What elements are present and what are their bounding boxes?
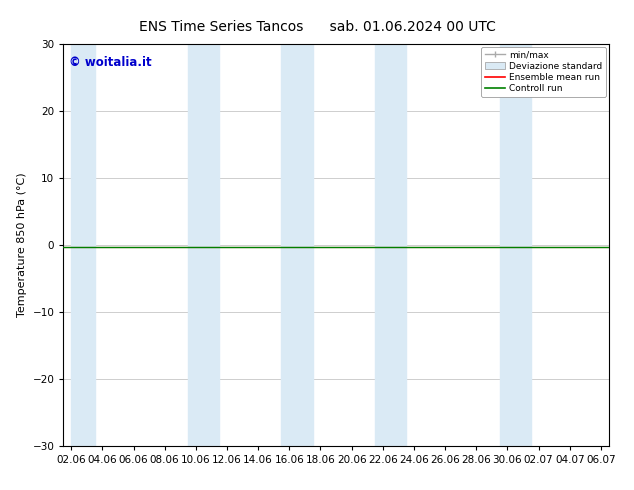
Y-axis label: Temperature 850 hPa (°C): Temperature 850 hPa (°C) (17, 172, 27, 318)
Bar (188, 44, 219, 446)
Legend: min/max, Deviazione standard, Ensemble mean run, Controll run: min/max, Deviazione standard, Ensemble m… (481, 47, 606, 97)
Bar (500, 44, 531, 446)
Bar (375, 44, 406, 446)
Text: ENS Time Series Tancos      sab. 01.06.2024 00 UTC: ENS Time Series Tancos sab. 01.06.2024 0… (139, 20, 495, 34)
Bar (71, 44, 94, 446)
Text: © woitalia.it: © woitalia.it (69, 56, 152, 69)
Bar (281, 44, 313, 446)
